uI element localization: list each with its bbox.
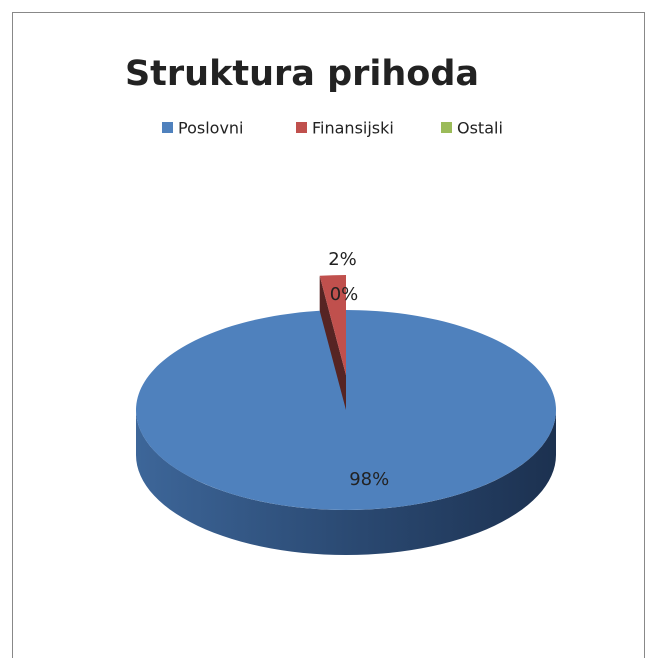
slice-edge: [319, 275, 346, 420]
legend-label: Finansijski: [312, 119, 394, 138]
legend-label: Ostali: [457, 119, 503, 138]
legend-label: Poslovni: [178, 119, 244, 138]
chart-title: Struktura prihoda: [125, 54, 479, 94]
legend-swatch: [162, 122, 173, 133]
data-label: 2%: [328, 249, 357, 270]
data-label: 98%: [349, 469, 389, 490]
slice: [319, 275, 346, 375]
data-label: 0%: [330, 284, 359, 305]
legend-swatch: [296, 122, 307, 133]
slice-side: [136, 410, 556, 555]
legend-swatch: [441, 122, 452, 133]
slice: [136, 310, 557, 510]
